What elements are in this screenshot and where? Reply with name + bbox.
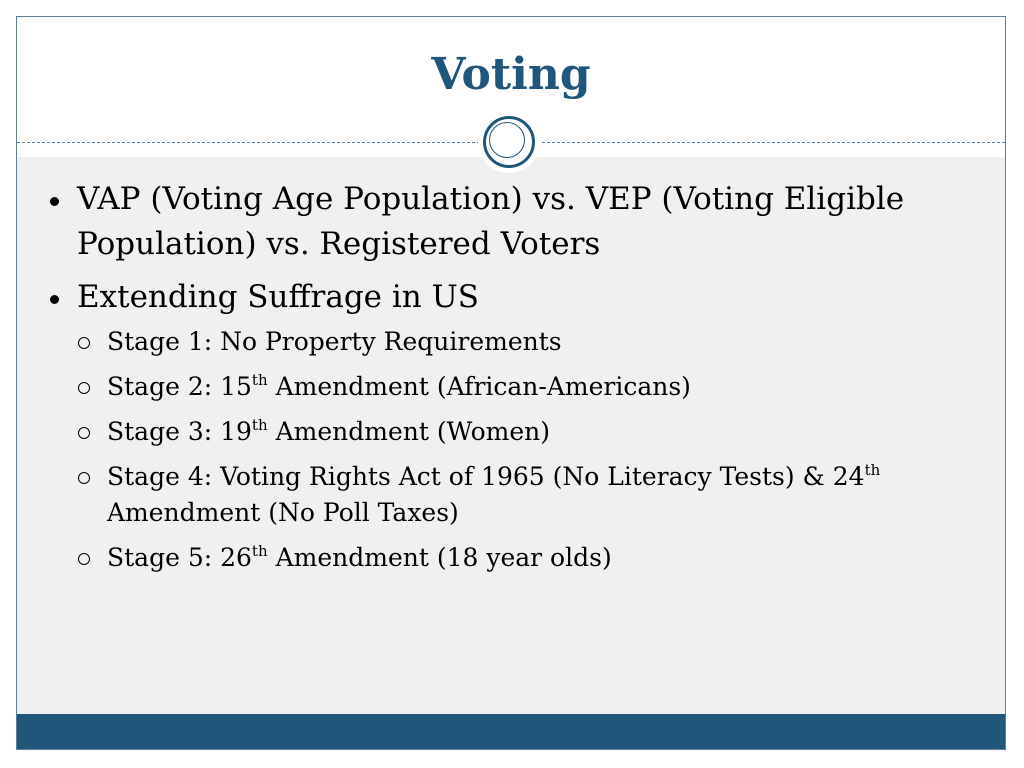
sub-bullet-item: Stage 1: No Property Requirements — [77, 324, 950, 360]
sub-bullet-circle-icon — [78, 382, 90, 394]
sub-bullet-circle-icon — [78, 553, 90, 565]
bullet-list: VAP (Voting Age Population) vs. VEP (Vot… — [50, 177, 950, 585]
sub-bullet-text-rest: Amendment (African-Americans) — [267, 372, 691, 401]
double-circle-icon — [483, 116, 535, 168]
sub-bullet-item: Stage 5: 26th Amendment (18 year olds) — [77, 540, 950, 576]
slide: Voting VAP (Voting Age Population) vs. V… — [16, 16, 1006, 750]
sub-bullet-circle-icon — [78, 472, 90, 484]
slide-title: Voting — [431, 49, 591, 100]
ordinal-suffix: th — [864, 461, 881, 479]
bullet-text: Extending Suffrage in US — [77, 279, 479, 315]
footer-bar — [17, 714, 1005, 749]
sub-bullet-text-rest: Amendment (Women) — [267, 417, 550, 446]
sub-bullet-circle-icon — [78, 337, 90, 349]
ordinal-suffix: th — [251, 371, 268, 389]
bullet-dot-icon — [50, 295, 59, 304]
sub-bullet-circle-icon — [78, 427, 90, 439]
sub-bullet-item: Stage 3: 19th Amendment (Women) — [77, 414, 950, 450]
bullet-item: VAP (Voting Age Population) vs. VEP (Vot… — [50, 177, 950, 267]
sub-bullet-text: Stage 4: Voting Rights Act of 1965 (No L… — [107, 462, 865, 491]
bullet-item: Extending Suffrage in US Stage 1: No Pro… — [50, 275, 950, 576]
sub-bullet-text-rest: Amendment (18 year olds) — [267, 543, 612, 572]
ordinal-suffix: th — [251, 542, 268, 560]
sub-bullet-text: Stage 3: 19 — [107, 417, 252, 446]
content-area: VAP (Voting Age Population) vs. VEP (Vot… — [17, 157, 1005, 714]
bullet-dot-icon — [50, 197, 59, 206]
sub-bullet-item: Stage 4: Voting Rights Act of 1965 (No L… — [77, 459, 950, 531]
sub-bullet-text-rest: Amendment (No Poll Taxes) — [107, 498, 459, 527]
title-emblem — [478, 111, 540, 173]
ordinal-suffix: th — [251, 416, 268, 434]
bullet-text: VAP (Voting Age Population) vs. VEP (Vot… — [77, 181, 905, 262]
sub-bullet-text: Stage 1: No Property Requirements — [107, 327, 562, 356]
sub-bullet-text: Stage 2: 15 — [107, 372, 252, 401]
sub-bullet-list: Stage 1: No Property Requirements Stage … — [77, 324, 950, 576]
sub-bullet-item: Stage 2: 15th Amendment (African-America… — [77, 369, 950, 405]
sub-bullet-text: Stage 5: 26 — [107, 543, 252, 572]
